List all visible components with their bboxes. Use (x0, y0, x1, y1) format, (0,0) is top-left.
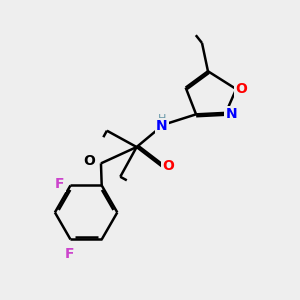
Text: N: N (156, 119, 168, 133)
Text: N: N (225, 107, 237, 121)
Text: O: O (84, 154, 96, 168)
Text: O: O (163, 159, 174, 173)
Text: H: H (158, 114, 166, 124)
Text: F: F (55, 177, 64, 191)
Text: O: O (236, 82, 247, 96)
Text: F: F (64, 247, 74, 261)
